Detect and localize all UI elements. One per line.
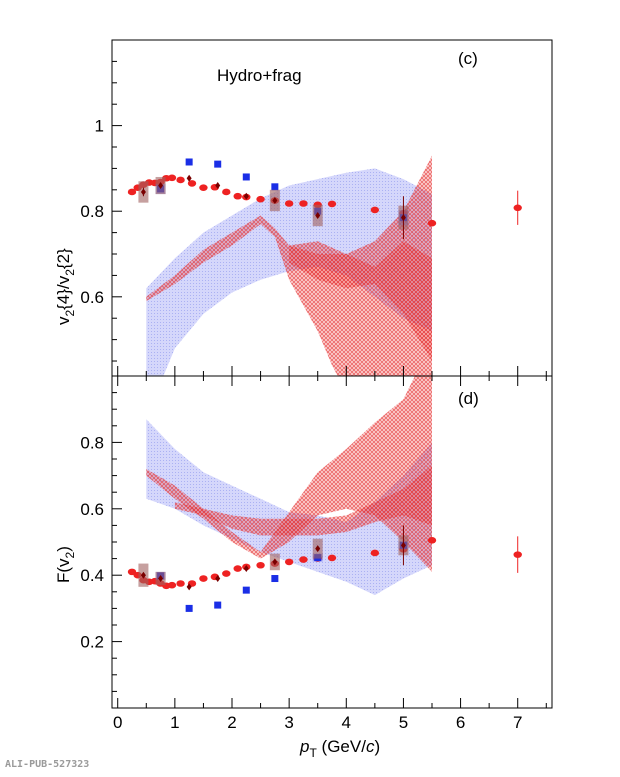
red-point: [199, 575, 208, 582]
y-tick-label-d: 0.6: [80, 500, 104, 519]
dark-diamond: [400, 541, 406, 549]
blue-square: [242, 586, 250, 594]
dark-diamond: [140, 571, 146, 579]
panel-c: 0.6 0.8 1 (c) Hydro+frag v2{4}/v2{2}: [54, 39, 553, 377]
blue-square: [185, 604, 193, 612]
y-tick-label-c: 1: [95, 117, 104, 136]
red-point: [513, 551, 522, 558]
dark-diamond: [158, 182, 164, 190]
dark-diamond: [272, 197, 278, 205]
y-tick-label-d: 0.2: [80, 633, 104, 652]
y-axis-label-d: F(v2): [54, 546, 77, 583]
panel-d: 0.2 0.4 0.6 0.8 0 1 2 3 4 5 6 7 (d) F(v2) pT (GeV/…: [54, 366, 553, 760]
x-tick-label: 0: [113, 713, 122, 732]
red-point: [299, 556, 308, 563]
blue-square: [214, 601, 222, 609]
x-tick-label: 6: [456, 713, 465, 732]
dark-diamond: [272, 558, 278, 566]
y-tick-label-d: 0.8: [80, 433, 104, 452]
red-point: [427, 219, 437, 227]
red-point: [127, 188, 137, 196]
dark-diamond: [400, 214, 406, 222]
model-bands-d: [146, 376, 433, 596]
red-point: [233, 192, 242, 200]
panel-label-c: (c): [458, 49, 478, 68]
dark-diamond: [243, 565, 249, 573]
red-point: [256, 195, 265, 203]
red-point: [167, 581, 177, 589]
red-point: [370, 206, 380, 214]
x-axis: 0 1 2 3 4 5 6 7: [113, 366, 547, 732]
red-point: [187, 180, 197, 187]
blue-square: [271, 575, 279, 583]
dark-diamond: [186, 174, 192, 182]
red-point: [256, 561, 265, 569]
dark-diamond: [243, 192, 249, 200]
y-axis-label-c: v2{4}/v2{2}: [54, 248, 77, 325]
x-axis-label: pT (GeV/c): [299, 737, 380, 760]
band-red-d-1: [146, 376, 433, 572]
publication-id: ALI-PUB-527323: [5, 759, 90, 770]
dark-diamond: [315, 545, 321, 553]
dark-diamond: [186, 583, 192, 591]
band-blue-d-0: [146, 419, 433, 596]
x-tick-label: 3: [284, 713, 293, 732]
red-point: [370, 549, 380, 557]
x-tick-label: 5: [399, 713, 408, 732]
blue-square: [271, 183, 279, 191]
red-point: [199, 184, 208, 191]
x-tick-label: 1: [170, 713, 179, 732]
y-tick-label-c: 0.8: [80, 202, 104, 221]
red-point: [299, 200, 308, 207]
data-points-d: [127, 525, 522, 612]
red-point: [284, 200, 294, 207]
dark-diamond: [315, 211, 321, 219]
red-point: [513, 204, 522, 212]
dark-diamond: [215, 575, 221, 583]
red-point: [167, 174, 177, 182]
y-axis-c: 0.6 0.8 1: [80, 39, 122, 362]
band-red-c-2: [289, 241, 432, 361]
blue-square: [242, 173, 250, 181]
y-tick-label-d: 0.4: [80, 566, 104, 585]
band-blue-c-0: [146, 168, 433, 376]
annotation-hydro-frag: Hydro+frag: [217, 66, 302, 85]
y-axis-d: 0.2 0.4 0.6 0.8: [80, 375, 122, 709]
dark-diamond: [158, 575, 164, 583]
blue-square: [214, 160, 222, 168]
blue-square: [185, 158, 193, 166]
red-point: [176, 176, 185, 184]
red-point: [222, 570, 231, 577]
x-tick-label: 4: [342, 713, 351, 732]
red-point: [176, 580, 185, 587]
band-red-d-2: [174, 465, 432, 536]
model-bands-c: [146, 155, 433, 376]
data-points-c: [127, 158, 522, 240]
band-red-c-1: [146, 155, 433, 376]
x-tick-label: 2: [227, 713, 236, 732]
red-point: [222, 188, 231, 196]
red-point: [327, 200, 337, 208]
x-tick-label: 7: [513, 713, 522, 732]
red-point: [233, 565, 242, 572]
panel-label-d: (d): [458, 389, 479, 408]
red-point: [284, 558, 294, 566]
dark-diamond: [140, 188, 146, 196]
dark-diamond: [215, 182, 221, 190]
y-tick-label-c: 0.6: [80, 288, 104, 307]
red-point: [427, 537, 437, 544]
red-point: [327, 554, 337, 562]
